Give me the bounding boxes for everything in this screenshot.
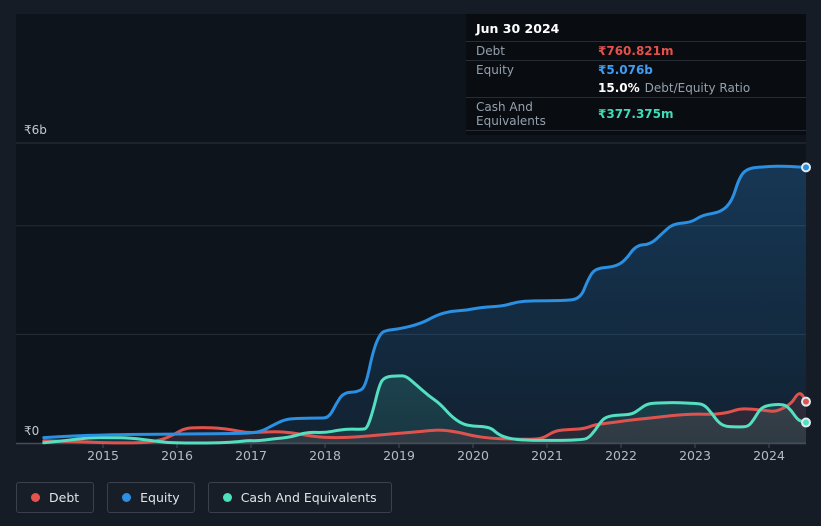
svg-text:2017: 2017 xyxy=(235,448,267,463)
y-axis-max-label: ₹6b xyxy=(24,123,47,137)
svg-text:2020: 2020 xyxy=(457,448,489,463)
debt-dot-icon xyxy=(31,493,40,502)
tooltip-row-cash: Cash And Equivalents ₹377.375m xyxy=(466,98,806,131)
chart-tooltip: Jun 30 2024 Debt ₹760.821m Equity ₹5.076… xyxy=(466,14,806,135)
legend-item-equity[interactable]: Equity xyxy=(107,482,195,513)
svg-text:2016: 2016 xyxy=(161,448,193,463)
equity-dot-icon xyxy=(122,493,132,502)
legend-item-debt[interactable]: Debt xyxy=(16,482,95,513)
tooltip-ratio-value: 15.0% xyxy=(598,81,640,95)
y-axis-zero-label: ₹0 xyxy=(24,424,40,438)
tooltip-cash-value: ₹377.375m xyxy=(598,107,674,121)
svg-text:2023: 2023 xyxy=(679,448,711,463)
tooltip-row-debt: Debt ₹760.821m xyxy=(466,42,806,61)
tooltip-debt-label: Debt xyxy=(476,44,505,58)
svg-text:2018: 2018 xyxy=(309,448,341,463)
svg-text:2024: 2024 xyxy=(753,448,785,463)
svg-text:2015: 2015 xyxy=(87,448,119,463)
legend-debt-label: Debt xyxy=(49,490,80,505)
legend-cash-label: Cash And Equivalents xyxy=(240,490,377,505)
tooltip-row-ratio: 15.0% Debt/Equity Ratio xyxy=(466,79,806,98)
tooltip-debt-value: ₹760.821m xyxy=(598,44,674,58)
tooltip-equity-label: Equity xyxy=(476,63,514,77)
tooltip-date: Jun 30 2024 xyxy=(466,14,806,42)
svg-text:2022: 2022 xyxy=(605,448,637,463)
legend-equity-label: Equity xyxy=(140,490,180,505)
svg-text:2021: 2021 xyxy=(531,448,563,463)
tooltip-row-equity: Equity ₹5.076b xyxy=(466,61,806,79)
tooltip-ratio-label: Debt/Equity Ratio xyxy=(644,81,751,95)
tooltip-cash-label: Cash And Equivalents xyxy=(476,100,546,128)
chart-legend: Debt Equity Cash And Equivalents xyxy=(16,482,392,513)
cash-dot-icon xyxy=(222,493,232,502)
svg-text:2019: 2019 xyxy=(383,448,415,463)
tooltip-equity-value: ₹5.076b xyxy=(598,63,653,77)
legend-item-cash[interactable]: Cash And Equivalents xyxy=(207,482,392,513)
